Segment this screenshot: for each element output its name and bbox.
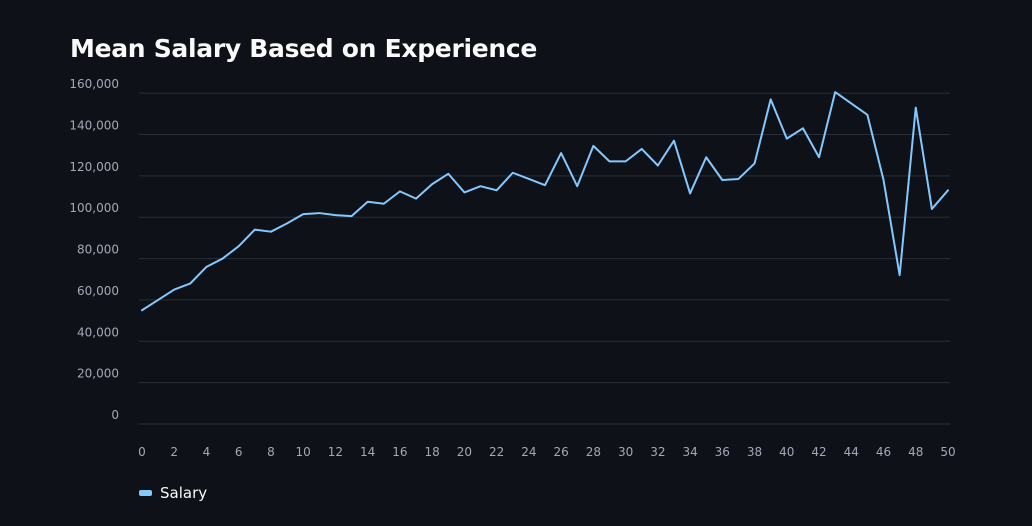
data-point[interactable] (638, 145, 646, 153)
data-point[interactable] (348, 212, 356, 220)
y-tick-label: 140,000 (69, 118, 119, 132)
data-point[interactable] (509, 169, 517, 177)
y-tick-label: 40,000 (77, 325, 119, 339)
data-point[interactable] (364, 198, 372, 206)
x-tick-label: 38 (747, 445, 762, 459)
x-tick-label: 50 (940, 445, 955, 459)
data-point[interactable] (880, 176, 888, 184)
x-tick-label: 2 (170, 445, 178, 459)
series-group[interactable] (138, 88, 952, 314)
x-tick-label: 48 (908, 445, 923, 459)
y-tick-label: 120,000 (69, 160, 119, 174)
series-line-salary[interactable] (141, 91, 949, 312)
data-point[interactable] (799, 124, 807, 132)
x-tick-label: 44 (844, 445, 859, 459)
data-point[interactable] (380, 200, 388, 208)
data-point[interactable] (299, 210, 307, 218)
data-point[interactable] (202, 263, 210, 271)
y-tick-label: 80,000 (77, 243, 119, 257)
x-tick-label: 16 (392, 445, 407, 459)
data-point[interactable] (944, 186, 952, 194)
data-point[interactable] (767, 95, 775, 103)
data-point[interactable] (847, 99, 855, 107)
data-point[interactable] (315, 209, 323, 217)
x-tick-label: 12 (328, 445, 343, 459)
x-tick-label: 28 (586, 445, 601, 459)
data-point[interactable] (670, 137, 678, 145)
data-point[interactable] (251, 226, 259, 234)
y-tick-label: 60,000 (77, 284, 119, 298)
x-tick-label: 0 (138, 445, 146, 459)
x-tick-label: 10 (296, 445, 311, 459)
chart-title: Mean Salary Based on Experience (70, 34, 538, 63)
data-point[interactable] (525, 175, 533, 183)
data-point[interactable] (815, 153, 823, 161)
x-tick-label: 24 (521, 445, 536, 459)
legend-swatch-salary[interactable] (139, 490, 152, 496)
y-tick-label: 0 (111, 408, 119, 422)
data-point[interactable] (267, 228, 275, 236)
data-point[interactable] (734, 175, 742, 183)
x-axis-tick-labels: 0 2 4 6 8 10 12 14 16 18 20 22 24 26 28 30 32 34 36 38 40 42 4… (138, 445, 955, 459)
grid-lines (139, 92, 950, 425)
data-point[interactable] (751, 159, 759, 167)
data-point[interactable] (589, 142, 597, 150)
data-point[interactable] (460, 188, 468, 196)
data-point[interactable] (912, 104, 920, 112)
data-point[interactable] (557, 149, 565, 157)
x-tick-label: 34 (682, 445, 697, 459)
data-point[interactable] (718, 176, 726, 184)
x-tick-label: 32 (650, 445, 665, 459)
x-tick-label: 4 (203, 445, 211, 459)
x-tick-label: 26 (553, 445, 568, 459)
data-point[interactable] (235, 242, 243, 250)
data-point[interactable] (186, 279, 194, 287)
legend[interactable]: Salary (139, 484, 207, 502)
y-axis-tick-labels: 0 20,000 40,000 60,000 80,000 100,000 120,000 1… (69, 77, 119, 422)
x-tick-label: 46 (876, 445, 891, 459)
legend-label-salary[interactable]: Salary (160, 484, 208, 502)
data-point[interactable] (219, 255, 227, 263)
data-point[interactable] (396, 187, 404, 195)
x-tick-label: 40 (779, 445, 794, 459)
x-tick-label: 18 (425, 445, 440, 459)
data-point[interactable] (573, 182, 581, 190)
data-point[interactable] (654, 162, 662, 170)
data-point[interactable] (428, 180, 436, 188)
y-tick-label: 20,000 (77, 367, 119, 381)
x-tick-label: 22 (489, 445, 504, 459)
data-point[interactable] (412, 195, 420, 203)
data-point[interactable] (605, 157, 613, 165)
data-point[interactable] (896, 271, 904, 279)
data-point[interactable] (622, 157, 630, 165)
data-point[interactable] (154, 296, 162, 304)
data-point[interactable] (831, 88, 839, 96)
data-point[interactable] (331, 211, 339, 219)
x-tick-label: 42 (811, 445, 826, 459)
data-point[interactable] (493, 186, 501, 194)
data-point[interactable] (686, 189, 694, 197)
x-tick-label: 6 (235, 445, 243, 459)
x-tick-label: 20 (457, 445, 472, 459)
data-point[interactable] (477, 182, 485, 190)
x-tick-label: 8 (267, 445, 275, 459)
x-tick-label: 14 (360, 445, 375, 459)
data-point[interactable] (783, 135, 791, 143)
data-point[interactable] (541, 181, 549, 189)
y-tick-label: 160,000 (69, 77, 119, 91)
data-point[interactable] (283, 219, 291, 227)
data-point[interactable] (138, 306, 146, 314)
y-tick-label: 100,000 (69, 201, 119, 215)
data-point[interactable] (863, 111, 871, 119)
x-tick-label: 30 (618, 445, 633, 459)
data-point[interactable] (928, 205, 936, 213)
data-point[interactable] (702, 153, 710, 161)
data-point[interactable] (170, 286, 178, 294)
data-point[interactable] (444, 170, 452, 178)
x-tick-label: 36 (715, 445, 730, 459)
